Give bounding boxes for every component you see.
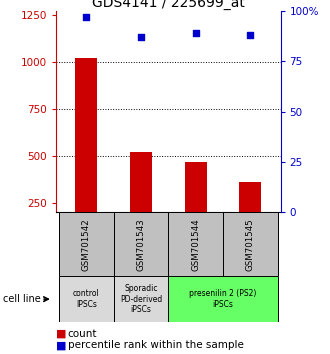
Bar — [240, 182, 261, 250]
Title: GDS4141 / 225699_at: GDS4141 / 225699_at — [92, 0, 245, 10]
Bar — [59, 212, 114, 276]
Bar — [185, 162, 207, 250]
Bar — [75, 58, 97, 250]
Text: presenilin 2 (PS2)
iPSCs: presenilin 2 (PS2) iPSCs — [189, 290, 257, 309]
Text: ■: ■ — [56, 329, 67, 339]
Bar — [223, 212, 278, 276]
Text: GSM701543: GSM701543 — [136, 218, 146, 271]
Bar — [168, 276, 278, 322]
Text: ■: ■ — [56, 340, 67, 350]
Text: Sporadic
PD-derived
iPSCs: Sporadic PD-derived iPSCs — [120, 284, 162, 314]
Point — [193, 30, 198, 36]
Bar — [114, 212, 168, 276]
Bar — [114, 276, 168, 322]
Text: percentile rank within the sample: percentile rank within the sample — [68, 340, 244, 350]
Text: GSM701545: GSM701545 — [246, 218, 255, 271]
Bar — [168, 212, 223, 276]
Bar — [59, 276, 114, 322]
Text: control
IPSCs: control IPSCs — [73, 290, 100, 309]
Point — [83, 14, 89, 19]
Bar — [130, 152, 152, 250]
Text: count: count — [68, 329, 97, 339]
Text: cell line: cell line — [3, 294, 41, 304]
Point — [248, 32, 253, 38]
Text: GSM701542: GSM701542 — [82, 218, 91, 271]
Text: GSM701544: GSM701544 — [191, 218, 200, 271]
Point — [138, 34, 144, 40]
